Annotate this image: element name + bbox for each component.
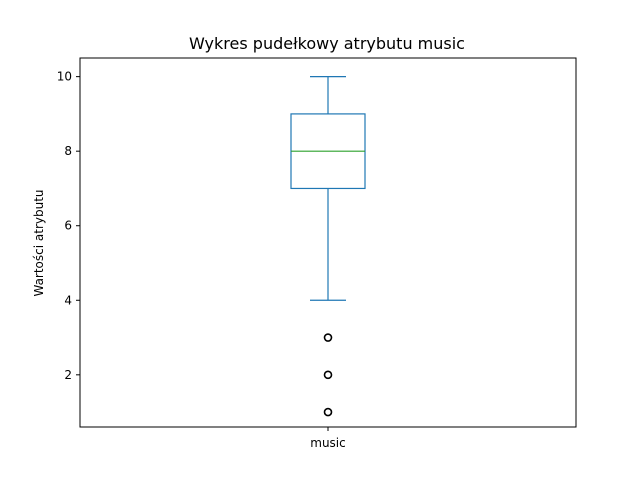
x-axis: music xyxy=(310,427,346,450)
x-tick-label: music xyxy=(310,436,345,450)
y-tick-label: 10 xyxy=(57,70,72,84)
y-axis: 2 4 6 8 10 xyxy=(57,70,80,382)
box-series xyxy=(290,76,366,417)
y-axis-label: Wartości atrybutu xyxy=(32,189,46,296)
y-tick-label: 4 xyxy=(64,293,72,307)
y-tick-label: 8 xyxy=(64,144,72,158)
y-tick-label: 2 xyxy=(64,368,72,382)
outlier-point xyxy=(323,370,333,380)
outlier-point xyxy=(323,333,333,342)
outlier-point xyxy=(323,407,333,417)
chart-title: Wykres pudełkowy atrybutu music xyxy=(189,34,465,53)
y-tick-label: 6 xyxy=(64,219,72,233)
